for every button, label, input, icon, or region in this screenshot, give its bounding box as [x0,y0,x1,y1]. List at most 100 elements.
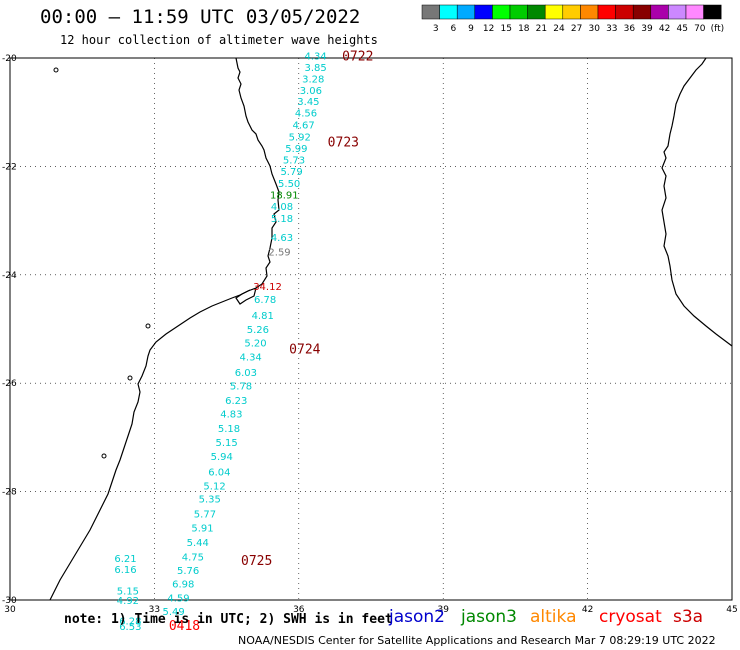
wave-height-value: 5.18 [271,214,293,225]
colorbar-swatch [685,4,704,20]
colorbar-label: 6 [451,24,457,34]
colorbar-swatch [650,4,669,20]
colorbar-label: 15 [500,24,511,34]
wave-height-value: 6.98 [172,580,194,591]
colorbar-swatch [580,4,599,20]
pass-time-label: 0418 [169,619,200,634]
wave-height-value: 6.16 [114,565,136,576]
wave-height-value: 4.67 [292,120,314,131]
wave-height-value: 5.91 [191,524,213,535]
wave-height-value: 5.92 [289,132,311,143]
y-tick-label: -26 [2,379,17,389]
wave-height-readings: 4.343.853.283.063.454.564.675.925.995.73… [114,52,326,633]
wave-height-value: 34.12 [253,282,282,293]
wave-height-value: 4.34 [240,352,262,363]
wave-height-value: 3.28 [302,74,324,85]
colorbar-swatch [615,4,634,20]
colorbar-label: 36 [624,24,636,34]
wave-height-value: 5.78 [230,382,252,393]
wave-height-value: 6.21 [114,554,136,565]
page-title: 00:00 – 11:59 UTC 03/05/2022 [40,6,361,28]
colorbar-label: (ft) [711,24,725,34]
pass-time-label: 0722 [342,50,373,65]
wave-height-value: 5.50 [278,179,300,190]
wave-height-value: 5.26 [247,325,269,336]
pass-time-label: 0724 [289,342,320,357]
wave-height-value: 5.35 [199,494,221,505]
colorbar-swatch [527,4,546,20]
colorbar-swatch [421,4,440,20]
colorbar-swatch [562,4,581,20]
wave-height-value: 6.53 [119,622,141,633]
coastline-mozambique [49,57,280,601]
y-tick-label: -20 [2,54,17,64]
wave-height-value: 5.20 [244,338,266,349]
wave-height-value: 18.91 [270,190,299,201]
colorbar-label: 12 [483,24,494,34]
wave-height-value: 5.73 [283,156,305,167]
credit-line: NOAA/NESDIS Center for Satellite Applica… [238,634,716,647]
colorbar-label: 42 [659,24,670,34]
wave-height-value: 6.23 [225,396,247,407]
island-dot [145,323,151,329]
colorbar-label: 39 [641,24,653,34]
y-tick-label: -30 [2,596,17,606]
coastline-maputo-bay [235,287,257,305]
colorbar-label: 27 [571,24,582,34]
colorbar-swatch [492,4,511,20]
colorbar-label: 21 [536,24,547,34]
wave-height-value: 4.34 [305,52,327,63]
wave-height-value: 5.77 [194,510,216,521]
wave-height-value: 2.59 [268,247,290,258]
colorbar-legend: 3 6 9 12 15 18 21 24 27 30 33 36 39 42 45 70 (ft) [421,4,725,34]
wave-height-value: 6.78 [254,295,276,306]
wave-height-value: 6.03 [235,368,257,379]
wave-height-value: 4.83 [220,409,242,420]
satellite-name: jason3 [461,607,517,627]
wave-height-value: 5.94 [211,452,233,463]
colorbar-swatch [509,4,528,20]
colorbar-label: 33 [606,24,617,34]
y-tick-label: -24 [2,271,17,281]
satellite-name: cryosat [599,607,662,627]
wave-height-value: 4.56 [295,109,317,120]
wave-height-value: 5.12 [203,481,225,492]
wave-height-value: 3.06 [300,86,322,97]
page-subtitle: 12 hour collection of altimeter wave hei… [60,33,378,47]
footnote: note: 1) Time is in UTC; 2) SWH is in fe… [64,612,393,627]
wave-height-value: 4.81 [252,311,274,322]
colorbar-swatch [597,4,616,20]
x-axis-ticks: 30 33 36 39 42 45 [4,605,737,615]
colorbar-swatch [703,4,722,20]
island-dot [101,453,107,459]
x-tick-label: 30 [4,605,16,615]
y-tick-label: -22 [2,162,17,172]
wave-height-value: 5.44 [187,538,209,549]
colorbar-swatch [668,4,687,20]
wave-height-value: 6.28 [119,616,141,627]
wave-height-value: 6.04 [208,467,230,478]
colorbar-label: 24 [553,24,565,34]
colorbar-label: 45 [676,24,687,34]
colorbar-swatch [456,4,476,20]
coastline-madagascar [661,57,733,347]
wave-height-value: 5.49 [163,607,185,618]
x-tick-label: 45 [726,605,737,615]
satellite-name: jason2 [389,607,445,627]
colorbar-swatch [439,4,458,20]
x-tick-label: 39 [437,605,449,615]
island-dot [53,67,59,73]
x-tick-label: 42 [582,605,593,615]
pass-time-label: 0723 [328,135,359,150]
colorbar-label: 30 [588,24,600,34]
wave-height-value: 4.63 [271,233,293,244]
satellite-name: altika [530,607,577,627]
colorbar-label: 18 [518,24,530,34]
wave-height-value: 3.85 [305,63,327,74]
wave-height-value: 5.99 [285,144,307,155]
island-dot [127,375,133,381]
wave-height-value: 5.15 [215,438,237,449]
coastline [49,57,733,601]
map-gridlines [9,57,733,601]
